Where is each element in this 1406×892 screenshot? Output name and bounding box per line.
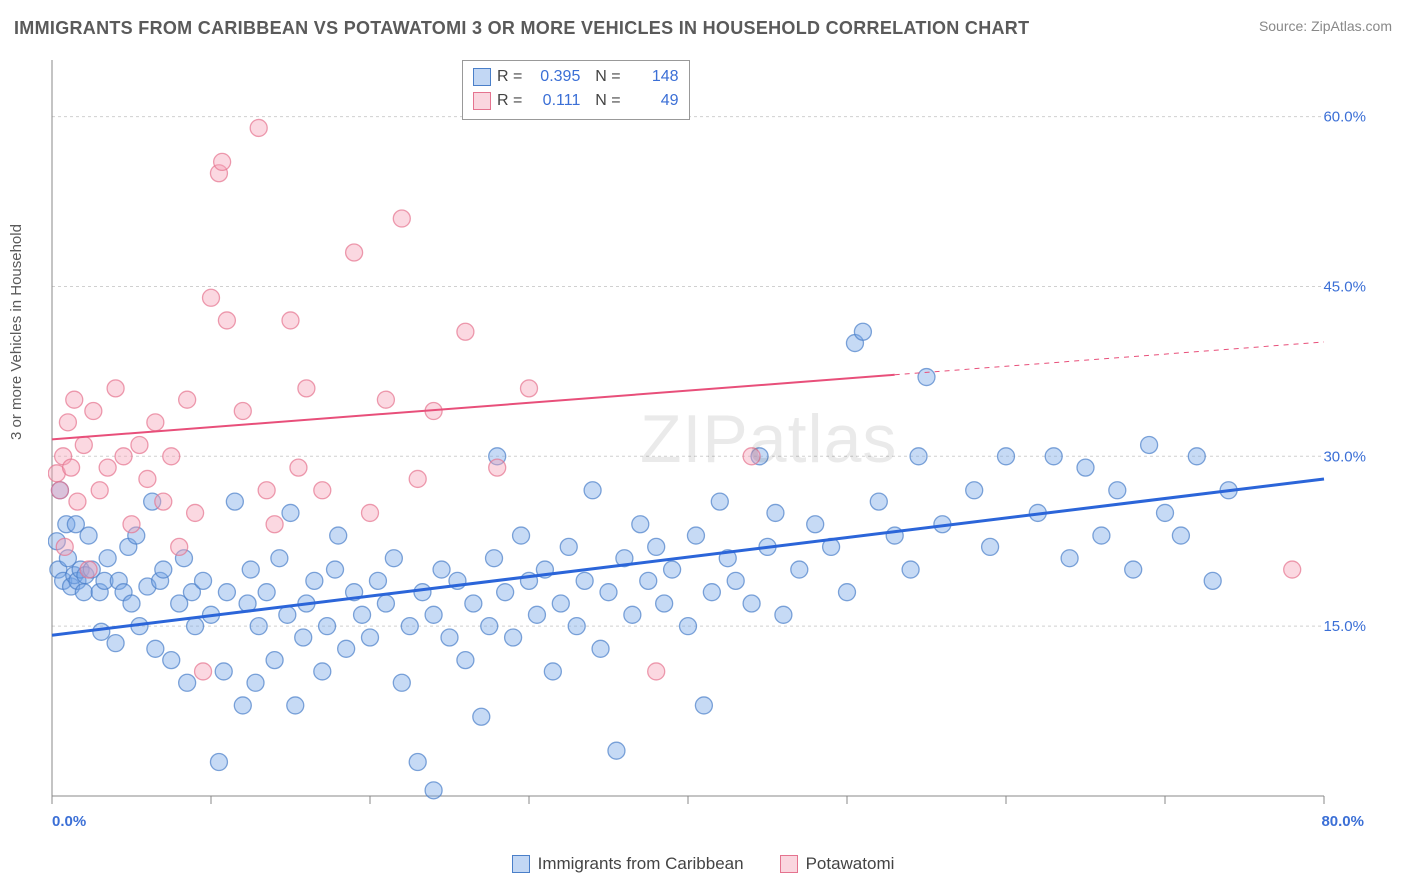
legend-item-potawatomi: Potawatomi [780, 854, 895, 874]
legend-n-label: N = [586, 65, 620, 89]
svg-text:15.0%: 15.0% [1323, 618, 1366, 635]
svg-text:80.0%: 80.0% [1321, 813, 1364, 830]
legend-r-value: 0.111 [528, 89, 580, 113]
y-axis-label: 3 or more Vehicles in Household [8, 224, 25, 440]
header-bar: IMMIGRANTS FROM CARIBBEAN VS POTAWATOMI … [14, 18, 1392, 39]
legend-n-value: 148 [627, 65, 679, 89]
legend-label: Immigrants from Caribbean [538, 854, 744, 874]
legend-r-value: 0.395 [528, 65, 580, 89]
legend-n-label: N = [586, 89, 620, 113]
swatch-pink-icon [780, 855, 798, 873]
legend-r-label: R = [497, 89, 522, 113]
legend-n-value: 49 [627, 89, 679, 113]
legend-series: Immigrants from Caribbean Potawatomi [0, 854, 1406, 874]
legend-r-label: R = [497, 65, 522, 89]
legend-label: Potawatomi [806, 854, 895, 874]
scatter-chart: 15.0% 30.0% 45.0% 60.0% 0.0% 80.0% [48, 56, 1374, 846]
svg-text:30.0%: 30.0% [1323, 448, 1366, 465]
legend-row-potawatomi: R = 0.111 N = 49 [473, 89, 679, 113]
swatch-pink-icon [473, 92, 491, 110]
swatch-blue-icon [512, 855, 530, 873]
svg-text:60.0%: 60.0% [1323, 109, 1366, 126]
legend-row-caribbean: R = 0.395 N = 148 [473, 65, 679, 89]
source-attribution: Source: ZipAtlas.com [1259, 18, 1392, 34]
legend-item-caribbean: Immigrants from Caribbean [512, 854, 744, 874]
legend-correlation-box: R = 0.395 N = 148 R = 0.111 N = 49 [462, 60, 690, 120]
svg-text:0.0%: 0.0% [52, 813, 86, 830]
svg-text:45.0%: 45.0% [1323, 278, 1366, 295]
chart-title: IMMIGRANTS FROM CARIBBEAN VS POTAWATOMI … [14, 18, 1029, 39]
swatch-blue-icon [473, 68, 491, 86]
